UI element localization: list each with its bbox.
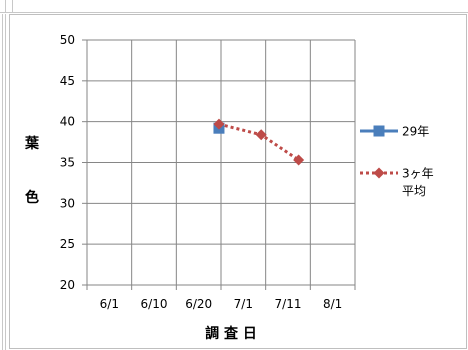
series-line-1 [218, 122, 300, 162]
x-axis-label: 調 査 日 [205, 325, 257, 342]
axes [82, 39, 355, 286]
top-border-strip [0, 0, 468, 14]
x-tick-label-1: 6/10 [141, 297, 168, 311]
series-layer [213, 118, 305, 166]
legend-marker-29 [373, 125, 385, 137]
grid-lines [86, 39, 356, 290]
x-tick-label-3: 7/1 [234, 297, 253, 311]
x-tick-label-2: 6/20 [185, 297, 212, 311]
left-border-strip [0, 14, 8, 350]
y-tick-label-35: 35 [60, 156, 75, 170]
legend-label-avg-line1: 3ヶ年 [402, 167, 434, 181]
y-tick-label-40: 40 [60, 115, 75, 129]
y-tick-label-25: 25 [60, 237, 75, 251]
legend: 29年 3ヶ年 平均 [360, 125, 434, 198]
y-tick-label-50: 50 [60, 33, 75, 47]
y-tick-label-20: 20 [60, 278, 75, 292]
chart-frame [9, 14, 467, 349]
series-1-point-1 [255, 129, 267, 141]
y-axis-label-char-1: 葉 [24, 135, 40, 152]
x-tick-label-0: 6/1 [100, 297, 119, 311]
tick-labels: 20 25 30 35 40 45 50 6/1 6/10 6/20 7/1 7/11 8/1 [60, 33, 343, 311]
legend-marker-avg [373, 167, 385, 179]
series-1-point-0 [213, 118, 225, 130]
series-1-point-2 [293, 154, 305, 166]
y-tick-label-30: 30 [60, 196, 75, 210]
y-tick-label-45: 45 [60, 74, 75, 88]
x-tick-label-5: 8/1 [323, 297, 342, 311]
legend-label-avg-line2: 平均 [402, 184, 426, 198]
legend-label-29: 29年 [402, 125, 429, 139]
y-axis-label-char-2: 色 [25, 189, 39, 206]
x-tick-label-4: 7/11 [275, 297, 302, 311]
